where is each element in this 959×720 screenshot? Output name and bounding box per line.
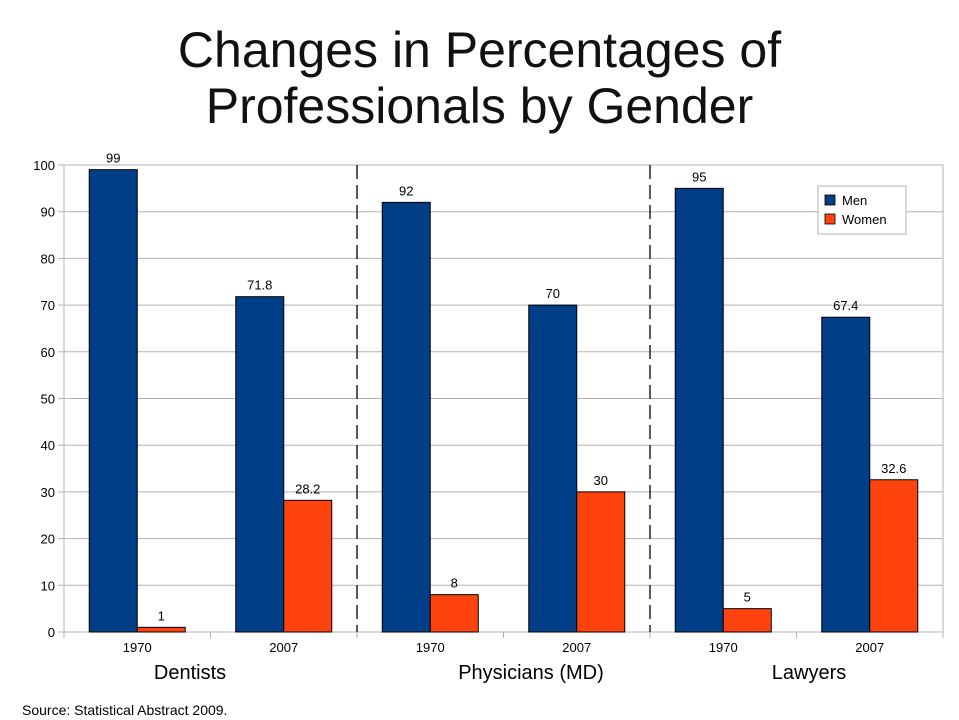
women-bar: [283, 499, 333, 633]
legend-box: [817, 185, 907, 235]
y-tick-label: 10: [41, 578, 55, 593]
men-data-label: 67.4: [833, 298, 858, 313]
men-bar: [821, 316, 871, 633]
women-bar: [576, 491, 626, 633]
women-data-label: 1: [158, 608, 165, 623]
group-label: Physicians (MD): [458, 662, 604, 684]
legend-label: Women: [842, 212, 887, 227]
women-data-label: 8: [451, 576, 458, 591]
men-bar: [674, 187, 724, 633]
women-bar: [722, 608, 772, 633]
women-data-label: 32.6: [881, 461, 906, 476]
group-label: Lawyers: [772, 662, 846, 684]
men-data-label: 92: [399, 183, 413, 198]
source-note: Source: Statistical Abstract 2009.: [22, 702, 228, 718]
y-tick-label: 80: [41, 251, 55, 266]
x-tick-label: 1970: [123, 640, 152, 655]
y-tick-label: 40: [41, 438, 55, 453]
legend-label: Men: [842, 193, 867, 208]
chart-title-line-1: Changes in Percentages of: [177, 22, 782, 78]
women-data-label: 28.2: [295, 481, 320, 496]
men-data-label: 70: [546, 286, 560, 301]
y-tick-label: 100: [33, 158, 55, 173]
women-data-label: 5: [744, 590, 751, 605]
women-bar: [869, 479, 919, 633]
legend-swatch: [824, 213, 836, 225]
y-tick-label: 90: [41, 205, 55, 220]
legend-swatch: [824, 194, 836, 206]
x-tick-label: 2007: [855, 640, 884, 655]
chart-title-line-2: Professionals by Gender: [205, 78, 754, 134]
y-tick-label: 50: [41, 392, 55, 407]
women-data-label: 30: [594, 473, 608, 488]
women-bar: [429, 594, 479, 633]
group-label: Dentists: [154, 662, 226, 684]
x-tick-label: 1970: [416, 640, 445, 655]
y-tick-label: 20: [41, 532, 55, 547]
men-bar: [235, 296, 285, 633]
y-tick-label: 30: [41, 485, 55, 500]
men-bar: [528, 304, 578, 633]
men-bar: [88, 169, 138, 633]
y-tick-label: 60: [41, 345, 55, 360]
y-tick-label: 0: [48, 625, 55, 640]
men-data-label: 99: [106, 151, 120, 166]
men-data-label: 71.8: [247, 278, 272, 293]
women-bar: [136, 626, 186, 633]
x-tick-label: 2007: [562, 640, 591, 655]
men-data-label: 95: [692, 169, 706, 184]
x-tick-label: 2007: [269, 640, 298, 655]
men-bar: [381, 201, 431, 633]
chart-title: Changes in Percentages of Professionals …: [0, 22, 959, 134]
y-tick-label: 70: [41, 298, 55, 313]
x-tick-label: 1970: [709, 640, 738, 655]
